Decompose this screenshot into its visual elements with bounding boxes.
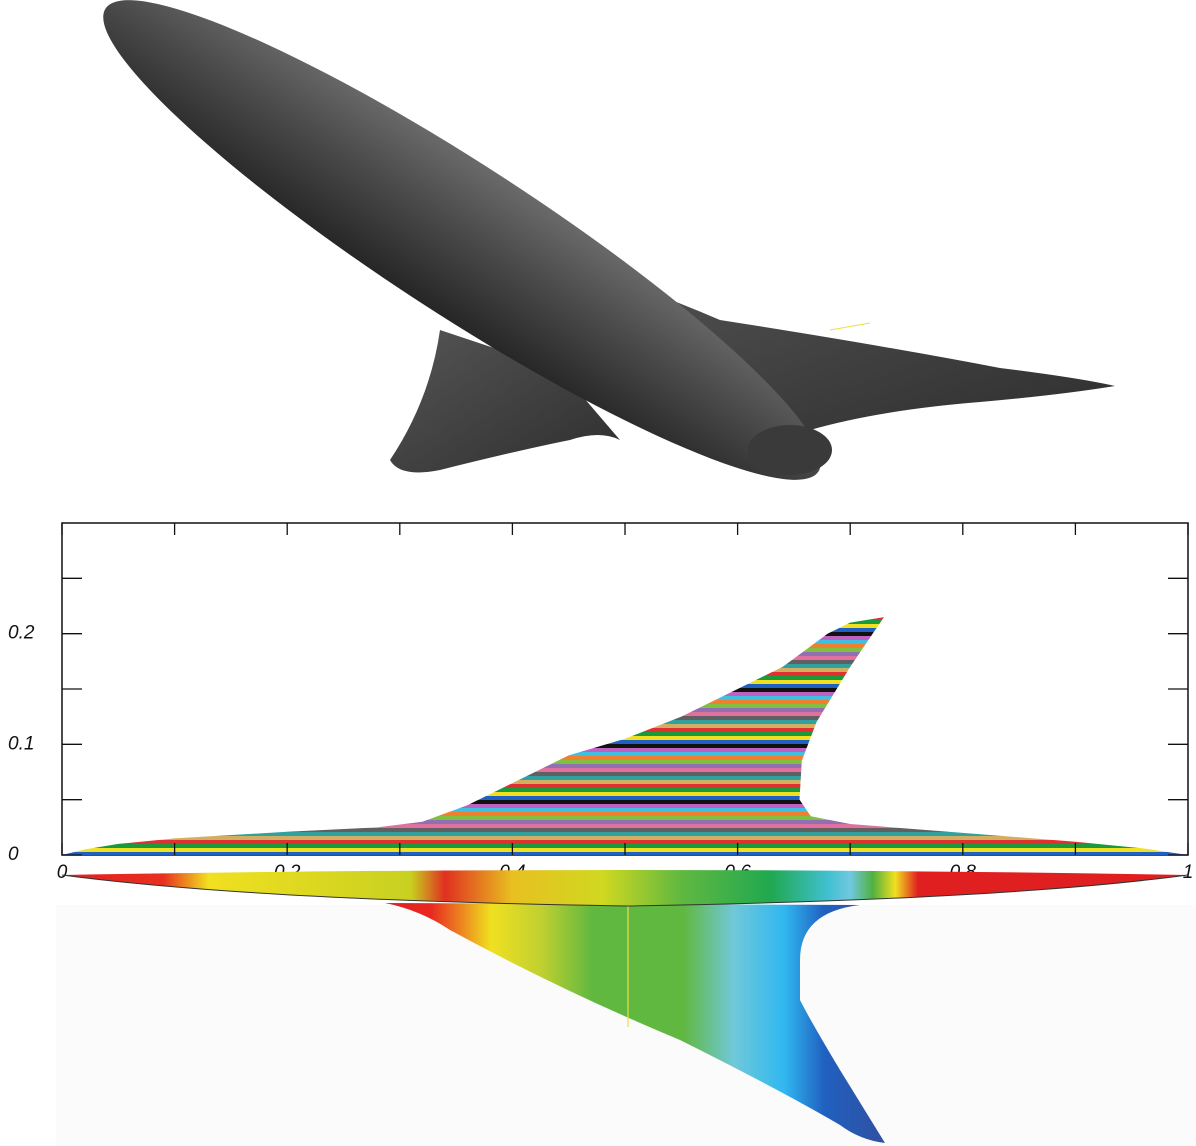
aircraft-render (103, 0, 1115, 480)
plot-area: 00.20.40.60.8100.10.2 (8, 523, 1193, 883)
y-tick-label: 0.2 (8, 623, 35, 644)
y-tick-label: 0.1 (8, 733, 34, 754)
planform (62, 617, 1188, 855)
x-tick-label: 1 (1183, 862, 1194, 883)
x-tick-label: 0 (57, 862, 68, 883)
contour-render (56, 870, 1196, 1146)
y-tick-label: 0 (8, 844, 19, 865)
